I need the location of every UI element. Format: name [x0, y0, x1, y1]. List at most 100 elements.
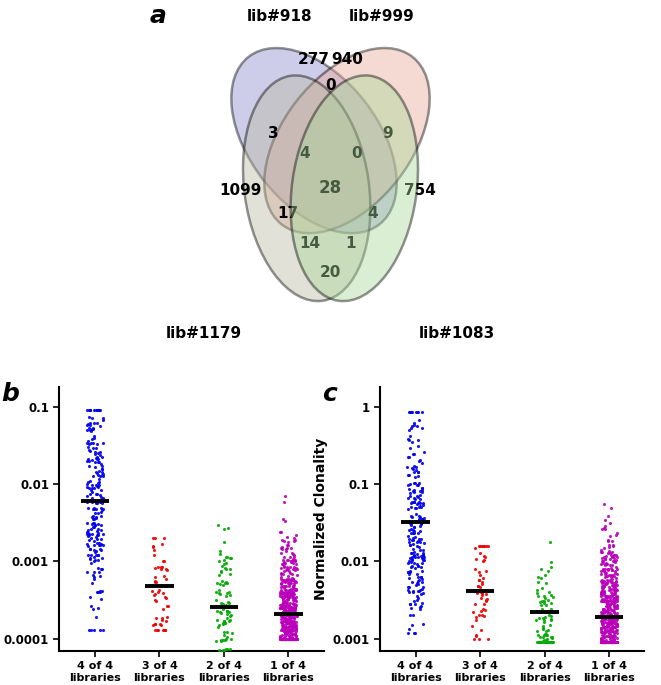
Point [276, 543, 287, 553]
Point [289, 582, 299, 593]
Point [215, 608, 226, 619]
Point [279, 556, 290, 567]
Point [285, 625, 295, 636]
Point [88, 422, 98, 433]
Point [475, 540, 485, 551]
Point [288, 587, 298, 598]
Point [606, 590, 617, 601]
Point [96, 534, 106, 545]
Point [418, 498, 428, 509]
Point [278, 595, 288, 606]
Point [609, 588, 620, 599]
Point [288, 618, 299, 629]
Point [89, 555, 99, 566]
Point [408, 544, 418, 555]
Point [601, 578, 611, 589]
Point [217, 635, 228, 646]
Point [546, 614, 557, 625]
Point [286, 586, 296, 597]
Point [212, 519, 223, 530]
Point [602, 563, 613, 574]
Point [278, 574, 288, 585]
Point [596, 618, 607, 629]
Point [601, 597, 611, 608]
Point [288, 610, 298, 621]
Point [598, 582, 609, 593]
Point [278, 616, 288, 627]
Point [405, 566, 415, 577]
Point [416, 552, 427, 563]
Point [286, 575, 296, 586]
Point [602, 606, 612, 616]
Point [407, 547, 417, 558]
Point [288, 549, 299, 560]
Point [602, 611, 613, 622]
Point [600, 637, 611, 648]
Point [416, 571, 426, 582]
Point [290, 634, 301, 645]
Point [474, 634, 485, 645]
Point [278, 569, 288, 580]
Point [414, 489, 425, 500]
Point [225, 656, 235, 667]
Point [539, 569, 550, 580]
Point [607, 597, 617, 608]
Point [282, 564, 293, 575]
Point [218, 629, 229, 640]
Point [408, 532, 418, 543]
Y-axis label: Normalized Clonality: Normalized Clonality [315, 438, 329, 600]
Point [87, 519, 98, 530]
Point [607, 560, 617, 571]
Point [607, 637, 617, 648]
Point [288, 634, 299, 645]
Point [475, 625, 486, 636]
Point [473, 580, 483, 591]
Point [155, 564, 166, 575]
Point [155, 619, 166, 630]
Point [81, 437, 92, 448]
Point [544, 637, 555, 648]
Point [412, 579, 423, 590]
Point [608, 541, 619, 552]
Point [406, 523, 416, 534]
Point [414, 497, 425, 508]
Point [541, 637, 551, 648]
Point [407, 576, 417, 587]
Point [157, 562, 168, 573]
Point [89, 430, 99, 441]
Point [600, 596, 610, 607]
Point [288, 532, 299, 543]
Point [607, 564, 617, 575]
Point [276, 634, 286, 645]
Point [285, 627, 295, 638]
Point [600, 637, 610, 648]
Point [154, 585, 165, 596]
Point [603, 614, 614, 625]
Point [82, 538, 93, 549]
Point [91, 497, 101, 508]
Point [409, 562, 420, 573]
Point [285, 592, 295, 603]
Point [409, 532, 420, 543]
Point [418, 512, 429, 523]
Point [606, 595, 617, 606]
Point [609, 580, 620, 590]
Point [277, 586, 288, 597]
Point [469, 634, 479, 645]
Point [597, 627, 607, 638]
Point [406, 528, 416, 539]
Point [417, 548, 428, 559]
Point [95, 544, 105, 555]
Ellipse shape [231, 48, 397, 233]
Point [284, 586, 294, 597]
Point [611, 625, 622, 636]
Point [609, 614, 619, 625]
Point [276, 602, 286, 613]
Point [608, 555, 619, 566]
Point [161, 593, 171, 603]
Point [289, 621, 299, 632]
Point [600, 614, 610, 625]
Point [82, 549, 93, 560]
Point [278, 606, 288, 617]
Point [408, 538, 418, 549]
